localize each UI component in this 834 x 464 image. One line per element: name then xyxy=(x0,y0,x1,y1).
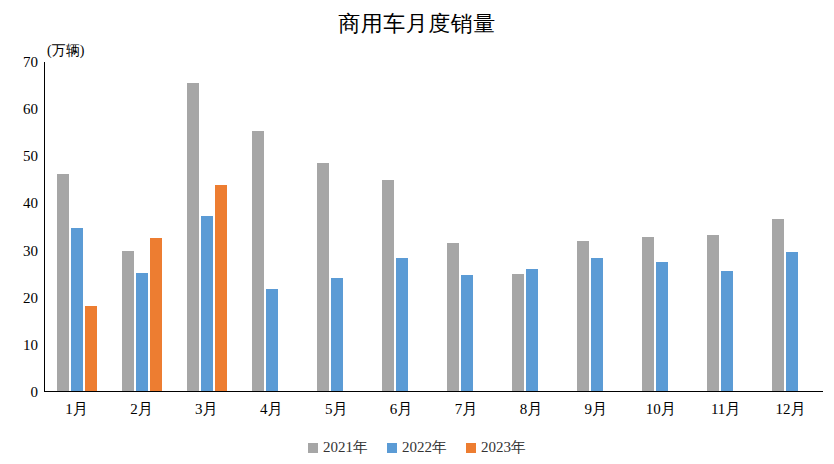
x-tick-label: 6月 xyxy=(369,400,433,419)
bar-2022年-11月 xyxy=(721,271,733,391)
bar-2022年-8月 xyxy=(526,269,538,391)
bar-2023年-2月 xyxy=(150,238,162,391)
bar-2022年-4月 xyxy=(266,289,278,391)
bar-2022年-9月 xyxy=(591,258,603,391)
y-tick-label: 40 xyxy=(6,195,38,211)
legend-swatch-icon xyxy=(308,443,318,453)
bar-2021年-11月 xyxy=(707,235,719,391)
bar-2022年-6月 xyxy=(396,258,408,391)
bar-2021年-12月 xyxy=(772,219,784,391)
bar-2021年-1月 xyxy=(57,174,69,391)
bar-2021年-6月 xyxy=(382,180,394,391)
legend-item-2022年: 2022年 xyxy=(387,438,447,457)
bar-2021年-2月 xyxy=(122,251,134,391)
x-tick-label: 11月 xyxy=(694,400,758,419)
bar-2022年-12月 xyxy=(786,252,798,391)
chart-legend: 2021年 2022年 2023年 xyxy=(0,438,834,457)
y-tick-label: 70 xyxy=(6,54,38,70)
legend-item-2023年: 2023年 xyxy=(466,438,526,457)
y-axis-unit-label: (万辆) xyxy=(47,42,84,60)
bar-2022年-5月 xyxy=(331,278,343,391)
commercial-vehicle-sales-chart: 商用车月度销量 (万辆) 2021年 2022年 2023年 0 10 20 30 40 50… xyxy=(0,0,834,464)
x-tick-label: 2月 xyxy=(109,400,173,419)
y-tick-label: 30 xyxy=(6,243,38,259)
bar-2021年-7月 xyxy=(447,243,459,392)
x-tick-label: 10月 xyxy=(629,400,693,419)
bar-2021年-3月 xyxy=(187,83,199,391)
bar-2021年-8月 xyxy=(512,274,524,391)
legend-label: 2023年 xyxy=(481,438,526,457)
bar-2023年-1月 xyxy=(85,306,97,391)
chart-title: 商用车月度销量 xyxy=(0,9,834,39)
legend-label: 2021年 xyxy=(323,438,368,457)
legend-item-2021年: 2021年 xyxy=(308,438,368,457)
legend-swatch-icon xyxy=(466,443,476,453)
bar-2021年-9月 xyxy=(577,241,589,391)
y-tick-label: 0 xyxy=(6,384,38,400)
x-tick-label: 5月 xyxy=(304,400,368,419)
x-tick-label: 3月 xyxy=(174,400,238,419)
bar-2023年-3月 xyxy=(215,185,227,391)
bar-2022年-7月 xyxy=(461,275,473,391)
x-tick-label: 4月 xyxy=(239,400,303,419)
x-tick-label: 8月 xyxy=(499,400,563,419)
bar-2021年-10月 xyxy=(642,237,654,391)
y-tick-label: 10 xyxy=(6,337,38,353)
y-tick-label: 50 xyxy=(6,148,38,164)
bar-2022年-2月 xyxy=(136,273,148,391)
legend-swatch-icon xyxy=(387,443,397,453)
y-tick-label: 60 xyxy=(6,101,38,117)
legend-label: 2022年 xyxy=(402,438,447,457)
x-tick-label: 1月 xyxy=(44,400,108,419)
y-tick-label: 20 xyxy=(6,290,38,306)
bar-2022年-10月 xyxy=(656,262,668,391)
bar-2022年-1月 xyxy=(71,228,83,391)
bar-2022年-3月 xyxy=(201,216,213,391)
bar-2021年-4月 xyxy=(252,131,264,391)
x-tick-label: 9月 xyxy=(564,400,628,419)
x-tick-label: 12月 xyxy=(759,400,823,419)
x-tick-label: 7月 xyxy=(434,400,498,419)
bar-2021年-5月 xyxy=(317,163,329,391)
plot-area xyxy=(44,62,823,392)
